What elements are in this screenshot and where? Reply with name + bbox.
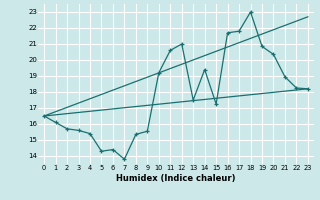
X-axis label: Humidex (Indice chaleur): Humidex (Indice chaleur)	[116, 174, 236, 183]
